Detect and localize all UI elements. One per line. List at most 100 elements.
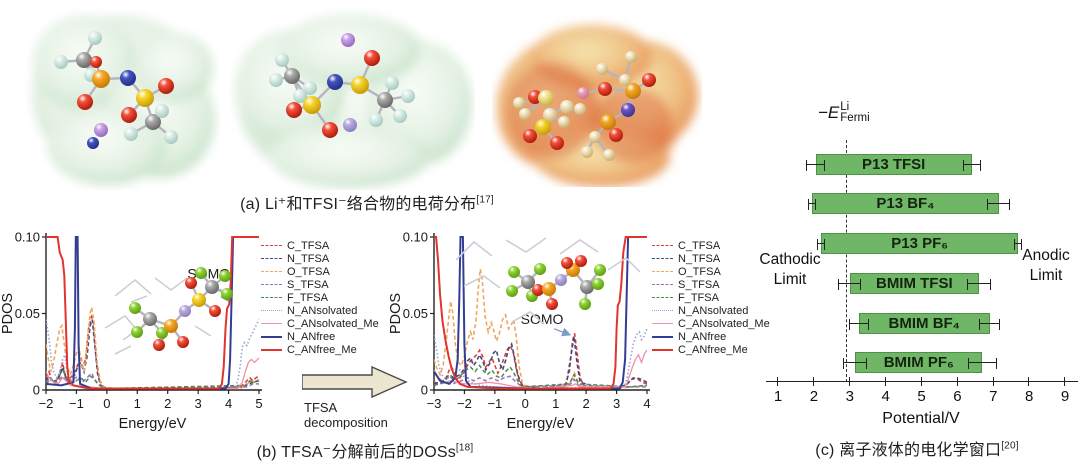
caption-a-text: (a) Li⁺和TFSI⁻络合物的电荷分布 [240, 196, 477, 213]
x-tick-label: 3 [195, 396, 202, 411]
atom-Gf [508, 266, 520, 278]
atom-Nv [621, 103, 635, 117]
x-tick-label: 5 [255, 396, 262, 411]
legend-label: O_TFSA [287, 265, 330, 278]
caption-b: (b) TFSA⁻分解前后的DOSs[18] [225, 438, 505, 462]
molecule-inset-after [455, 237, 641, 325]
axis-tick [849, 377, 851, 386]
atom-O [546, 298, 558, 310]
legend-swatch [652, 348, 673, 351]
x-tick-label: −1 [487, 396, 502, 411]
window-bar-label: P13 TFSI [862, 156, 926, 173]
axis-tick [777, 377, 779, 386]
legend-item-N_ANsolvated: N_ANsolvated [261, 304, 379, 317]
error-bar-cap [987, 199, 989, 210]
axis-tick [1064, 377, 1066, 386]
y-tick-label: 0 [33, 383, 40, 398]
atom-F [393, 109, 407, 123]
atom-F [401, 89, 415, 103]
legend-label: C_ANfree_Me [678, 343, 748, 356]
cathodic-limit-label: Cathodic Limit [759, 251, 821, 288]
legend-label: S_TFSA [287, 278, 329, 291]
atom-O [561, 257, 573, 269]
legend-item-N_TFSA: N_TFSA [261, 252, 379, 265]
series-N_ANfree [434, 236, 647, 390]
atom-S [303, 96, 321, 114]
molecule-surface-li-tfsi-2 [235, 14, 472, 188]
x-tick-label: 1 [552, 396, 559, 411]
legend-item-C_TFSA: C_TFSA [261, 239, 379, 252]
atom-O [364, 50, 380, 66]
potential-axis-line [766, 381, 1078, 382]
error-bar [978, 319, 1001, 330]
error-bar [806, 160, 825, 171]
error-bar-cap [823, 239, 825, 250]
atom-F [275, 53, 289, 67]
window-bar-label: P13 PF₆ [891, 235, 949, 252]
legend-item-O_TFSA: O_TFSA [652, 265, 770, 278]
error-bar-cap [962, 160, 964, 171]
error-bar-cap [865, 358, 867, 369]
atom-Gf [579, 298, 591, 310]
pdos-chart-after: −3 −2 −1 0 1 2 3 4 0 0.05 0.10 Energy/eV PDOS SOMO [388, 230, 651, 433]
solvent-wireframe [194, 325, 212, 337]
legend-label: N_TFSA [287, 252, 330, 265]
legend-item-N_ANfree: N_ANfree [652, 330, 770, 343]
x-tick-label: 2 [583, 396, 590, 411]
error-bar-cap [968, 358, 970, 369]
axis-tick [813, 377, 815, 386]
molecule-surface-li-tfsi-3 [497, 25, 698, 187]
x-tick-label: 4 [643, 396, 650, 411]
atom-F [369, 113, 383, 127]
atom-C [521, 275, 535, 289]
x-tick-label: −3 [427, 396, 442, 411]
window-bar: P13 TFSI [815, 154, 972, 175]
x-tick-label: −2 [457, 396, 472, 411]
legend-swatch [652, 258, 673, 259]
atom-O [532, 284, 544, 296]
solvent-wireframe [463, 275, 501, 289]
atom-S [136, 89, 154, 107]
atom-Cr [513, 97, 525, 109]
legend-swatch [652, 297, 673, 298]
atom-F [164, 130, 178, 144]
atom-Gf [506, 285, 518, 297]
error-bar-cap [815, 199, 817, 210]
legend-swatch [261, 271, 282, 272]
y-tick-label: 0.10 [403, 230, 428, 245]
legend-label: C_ANfree_Me [287, 343, 357, 356]
atom-O [609, 128, 623, 142]
pdos-legend-after: C_TFSA N_TFSA O_TFSA S_TFSA F_TFSA N_ANsolvat… [652, 239, 770, 356]
atom-F [385, 76, 399, 90]
axis-tick [956, 377, 958, 386]
atom-O [158, 78, 174, 94]
atom-Cr [519, 108, 531, 120]
atom-Sy [538, 90, 554, 106]
legend-label: C_TFSA [678, 239, 721, 252]
atom-F [303, 81, 317, 95]
caption-a: (a) Li⁺和TFSI⁻络合物的电荷分布[17] [197, 190, 537, 214]
series-N_ANsolvated [434, 328, 648, 390]
atom-Cr [589, 131, 601, 143]
error-bar-cap [1009, 199, 1011, 210]
atom-O [642, 73, 656, 87]
series-N_TFSA [434, 336, 648, 390]
error-bar-cap [807, 199, 809, 210]
axis-tick [884, 377, 886, 386]
legend-item-N_ANfree: N_ANfree [261, 330, 379, 343]
x-tick-label: 4 [225, 396, 232, 411]
pdos-legend-before: C_TFSA N_TFSA O_TFSA S_TFSA F_TFSA N_ANsolvat… [261, 239, 379, 356]
solvent-wireframe [114, 278, 152, 297]
error-bar [848, 319, 869, 330]
atom-Gf [129, 302, 141, 314]
fermi-label-sub: Fermi [840, 112, 870, 124]
window-bar-label: BMIM TFSI [875, 275, 953, 292]
legend-swatch [652, 323, 673, 324]
solvent-wireframe [559, 239, 599, 255]
atom-So [92, 70, 110, 88]
legend-item-S_TFSA: S_TFSA [261, 278, 379, 291]
legend-label: F_TFSA [678, 291, 719, 304]
atom-Cr [603, 149, 615, 161]
axis-tick [920, 377, 922, 386]
window-bar: BMIM BF₄ [858, 313, 990, 334]
